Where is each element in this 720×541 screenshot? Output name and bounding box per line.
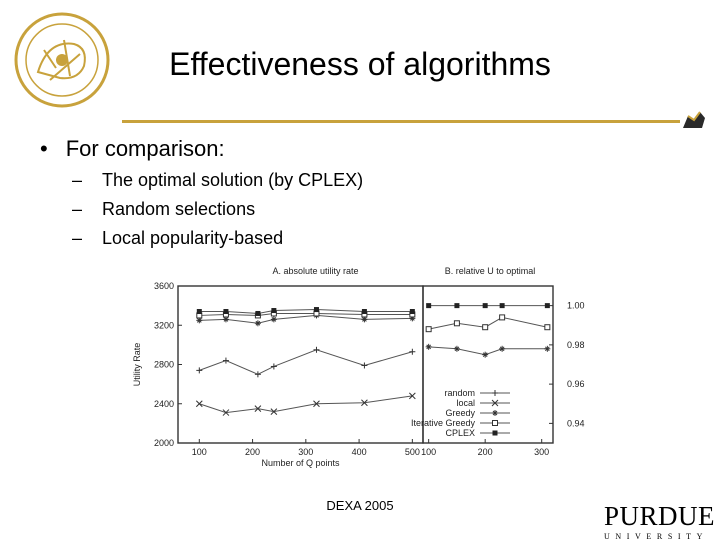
series-line [199, 309, 413, 314]
x-tick-label: 200 [478, 447, 493, 457]
y-tick-label: 0.98 [567, 340, 585, 350]
data-point [196, 309, 202, 315]
data-point [313, 346, 320, 353]
bullet-dot: • [40, 136, 48, 161]
data-point [361, 362, 368, 369]
y-tick-label: 2000 [154, 438, 174, 448]
data-point [222, 409, 230, 416]
series-line [428, 346, 548, 356]
data-point [482, 303, 488, 309]
x-tick-label: 200 [245, 447, 260, 457]
data-point [408, 392, 416, 400]
plot-frame-b [422, 285, 554, 444]
brand-subtitle: UNIVERSITY [604, 532, 708, 541]
data-point [425, 326, 432, 333]
purdue-wordmark-logo: PURDUE UNIVERSITY [604, 502, 716, 541]
x-tick-label: 300 [298, 447, 313, 457]
sub-bullet-text: Local popularity-based [102, 228, 284, 248]
series-line [199, 395, 413, 414]
data-point [499, 303, 505, 309]
legend-label: local [456, 398, 475, 408]
data-point [254, 405, 262, 413]
data-point [361, 399, 368, 407]
series-line [199, 314, 413, 324]
utility-comparison-chart: 2000 2400 2800 3200 3600 100 200 300 400 500 A. ab… [132, 266, 585, 468]
x-tick-label: 100 [421, 447, 436, 457]
griffin-mascot-icon [683, 111, 705, 128]
x-axis-label: Number of Q points [261, 458, 340, 468]
legend-label: CPLEX [445, 428, 475, 438]
data-point [425, 343, 432, 350]
y-axis-label: Utility Rate [132, 343, 142, 387]
data-point [499, 345, 506, 352]
university-seal-logo [14, 12, 110, 108]
data-point [271, 308, 277, 314]
sub-bullet-item: – Local popularity-based [72, 228, 284, 248]
data-point [222, 316, 229, 323]
data-point [409, 348, 416, 355]
slide-footer: DEXA 2005 [326, 498, 394, 513]
data-point [270, 363, 277, 370]
legend-label: Iterative Greedy [411, 418, 476, 428]
data-point [426, 303, 432, 309]
x-tick-label: 500 [405, 447, 420, 457]
brand-word: PURDUE [604, 501, 716, 531]
sub-bullet-item: – Random selections [72, 199, 256, 219]
y-tick-label: 3200 [154, 320, 174, 330]
sub-bullet-text: The optimal solution (by CPLEX) [102, 170, 364, 190]
x-tick-label: 400 [352, 447, 367, 457]
data-point [313, 307, 319, 313]
y-tick-label: 2800 [154, 360, 174, 370]
data-point [195, 400, 203, 408]
slide-title: Effectiveness of algorithms [169, 46, 551, 82]
bullet-item: • For comparison: [40, 136, 225, 162]
data-point [499, 314, 506, 321]
y-tick-label: 1.00 [567, 301, 585, 311]
series-line [199, 349, 413, 375]
data-point [254, 320, 261, 327]
data-point [222, 357, 229, 364]
data-point [254, 371, 261, 378]
sub-bullet-text: Random selections [102, 199, 256, 219]
legend-marker [492, 390, 498, 396]
data-point [313, 400, 320, 408]
y-tick-label: 0.94 [567, 418, 585, 428]
y-tick-label: 3600 [154, 281, 174, 291]
series-line [199, 312, 413, 316]
data-point [196, 367, 203, 374]
data-point [482, 351, 489, 358]
data-point [409, 309, 415, 315]
data-point [223, 309, 229, 315]
data-point [196, 317, 203, 324]
data-point [270, 408, 278, 415]
data-point [454, 303, 460, 309]
data-point [453, 320, 460, 327]
title-divider-rule [122, 120, 680, 123]
data-point [255, 310, 261, 316]
data-point [544, 303, 550, 309]
chart-title-a: A. absolute utility rate [272, 266, 358, 276]
data-point [453, 345, 460, 352]
legend-marker [492, 430, 498, 436]
data-point [482, 324, 489, 331]
chart-title-b: B. relative U to optimal [445, 266, 536, 276]
data-point [544, 324, 551, 331]
data-point [544, 345, 551, 352]
legend-marker [491, 399, 499, 407]
legend-label: random [444, 388, 475, 398]
legend-label: Greedy [445, 408, 475, 418]
y-tick-label: 2400 [154, 399, 174, 409]
data-point [270, 316, 277, 323]
legend-marker [492, 420, 498, 426]
x-tick-label: 100 [192, 447, 207, 457]
bullet-text: For comparison: [65, 136, 225, 161]
y-tick-label: 0.96 [567, 379, 585, 389]
sub-bullet-item: – The optimal solution (by CPLEX) [72, 170, 364, 190]
legend-marker [492, 410, 498, 416]
x-tick-label: 300 [534, 447, 549, 457]
data-point [361, 309, 367, 315]
